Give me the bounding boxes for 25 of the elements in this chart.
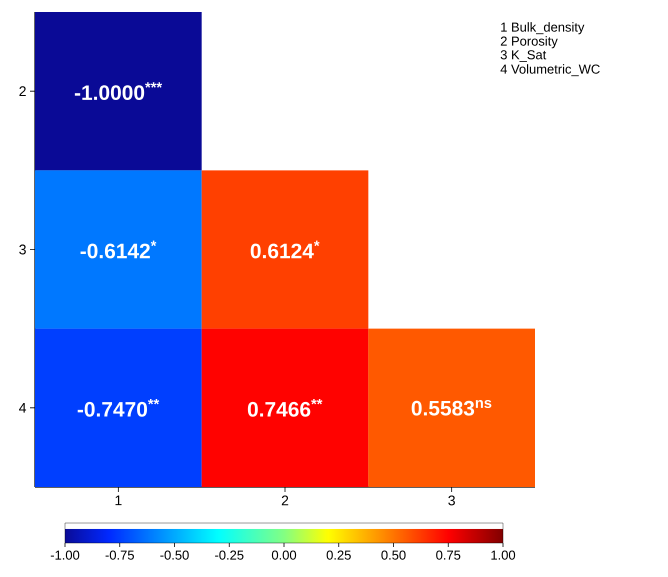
data-label: -0.7470$^{**}$ [78,398,160,417]
annotation: 3 K_Sat [500,50,546,62]
y-tick-label: 3 [19,244,26,254]
color-bar-label: 0.50 [381,550,406,560]
color-bar-label: 0.75 [436,550,460,560]
color-bar-label: -0.50 [160,550,189,560]
x-tick-label: 2 [282,496,288,506]
color-bar-label: -1.00 [50,550,80,560]
x-tick-label: 3 [448,496,455,506]
data-label: 0.6124$^{*}$ [250,240,320,258]
color-bar-label: -0.25 [215,550,244,560]
annotation: 4 Volumetric_WC [500,64,600,76]
color-bar-label: 1.00 [491,550,516,560]
data-label: 0.5583$^{ns}$ [412,400,492,416]
color-bar-label: -0.75 [106,550,134,560]
color-bar-label: 0.25 [326,550,351,560]
x-tick-label: 1 [116,496,122,506]
y-tick-label: 4 [19,403,26,413]
annotation: 2 Porosity [500,36,558,48]
y-tick-label: 2 [19,86,26,96]
color-bar-label: 0.00 [272,550,296,560]
data-label: -1.0000$^{***}$ [74,82,162,100]
data-label: 0.7466$^{**}$ [248,398,322,417]
annotation: 1 Bulk_density [501,22,584,34]
data-label: -0.6142$^{*}$ [80,240,156,258]
